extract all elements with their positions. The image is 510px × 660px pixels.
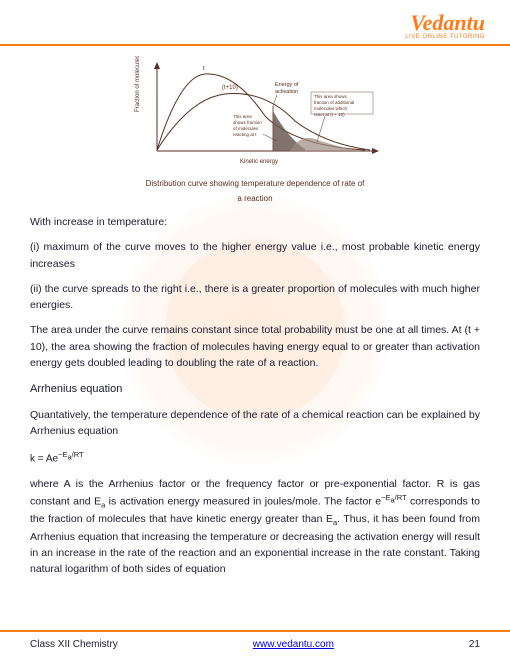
svg-text:activation: activation bbox=[275, 89, 298, 95]
chart-svg: Fraction of molecules Kinetic energy t (… bbox=[125, 56, 385, 171]
intro-line: With increase in temperature: bbox=[30, 214, 480, 230]
page-content: Fraction of molecules Kinetic energy t (… bbox=[0, 46, 510, 578]
arrhenius-equation: k = Ae−Ea/RT bbox=[30, 449, 480, 467]
footer-page: 21 bbox=[469, 639, 480, 650]
page-footer: Class XII Chemistry www.vedantu.com 21 bbox=[0, 630, 510, 660]
svg-text:molecules which: molecules which bbox=[314, 106, 348, 111]
para-arr-body: where A is the Arrhenius factor or the f… bbox=[30, 476, 480, 578]
annotation-ea: Energy of bbox=[275, 82, 299, 88]
chart-ylabel: Fraction of molecules bbox=[135, 56, 141, 112]
chart-caption-2: a reaction bbox=[30, 193, 480, 205]
curve-label-t10: (t+10) bbox=[222, 85, 238, 91]
footer-class: Class XII Chemistry bbox=[30, 639, 118, 650]
annotation-right: This area shows bbox=[314, 94, 348, 99]
brand-tagline: LIVE ONLINE TUTORING bbox=[25, 34, 485, 40]
point-ii: (ii) the curve spreads to the right i.e.… bbox=[30, 281, 480, 314]
distribution-chart: Fraction of molecules Kinetic energy t (… bbox=[30, 56, 480, 205]
heading-arrhenius: Arrhenius equation bbox=[30, 381, 480, 398]
footer-link[interactable]: www.vedantu.com bbox=[253, 639, 334, 650]
svg-text:reacting at t: reacting at t bbox=[233, 132, 257, 137]
chart-caption-1: Distribution curve showing temperature d… bbox=[30, 178, 480, 190]
svg-text:react at (t + 10): react at (t + 10) bbox=[314, 112, 345, 117]
brand-logo: Vedantu bbox=[25, 10, 485, 36]
eqn-base: k = Ae bbox=[30, 453, 58, 464]
svg-text:shows fraction: shows fraction bbox=[233, 120, 262, 125]
para-area: The area under the curve remains constan… bbox=[30, 322, 480, 371]
svg-text:of molecules: of molecules bbox=[233, 126, 259, 131]
point-i: (i) maximum of the curve moves to the hi… bbox=[30, 239, 480, 272]
annotation-left: This area bbox=[233, 114, 252, 119]
chart-xlabel: Kinetic energy bbox=[240, 159, 278, 165]
page-header: Vedantu LIVE ONLINE TUTORING bbox=[0, 0, 510, 46]
svg-text:fraction of additional: fraction of additional bbox=[314, 100, 354, 105]
para-arr-intro: Quantatively, the temperature dependence… bbox=[30, 407, 480, 440]
